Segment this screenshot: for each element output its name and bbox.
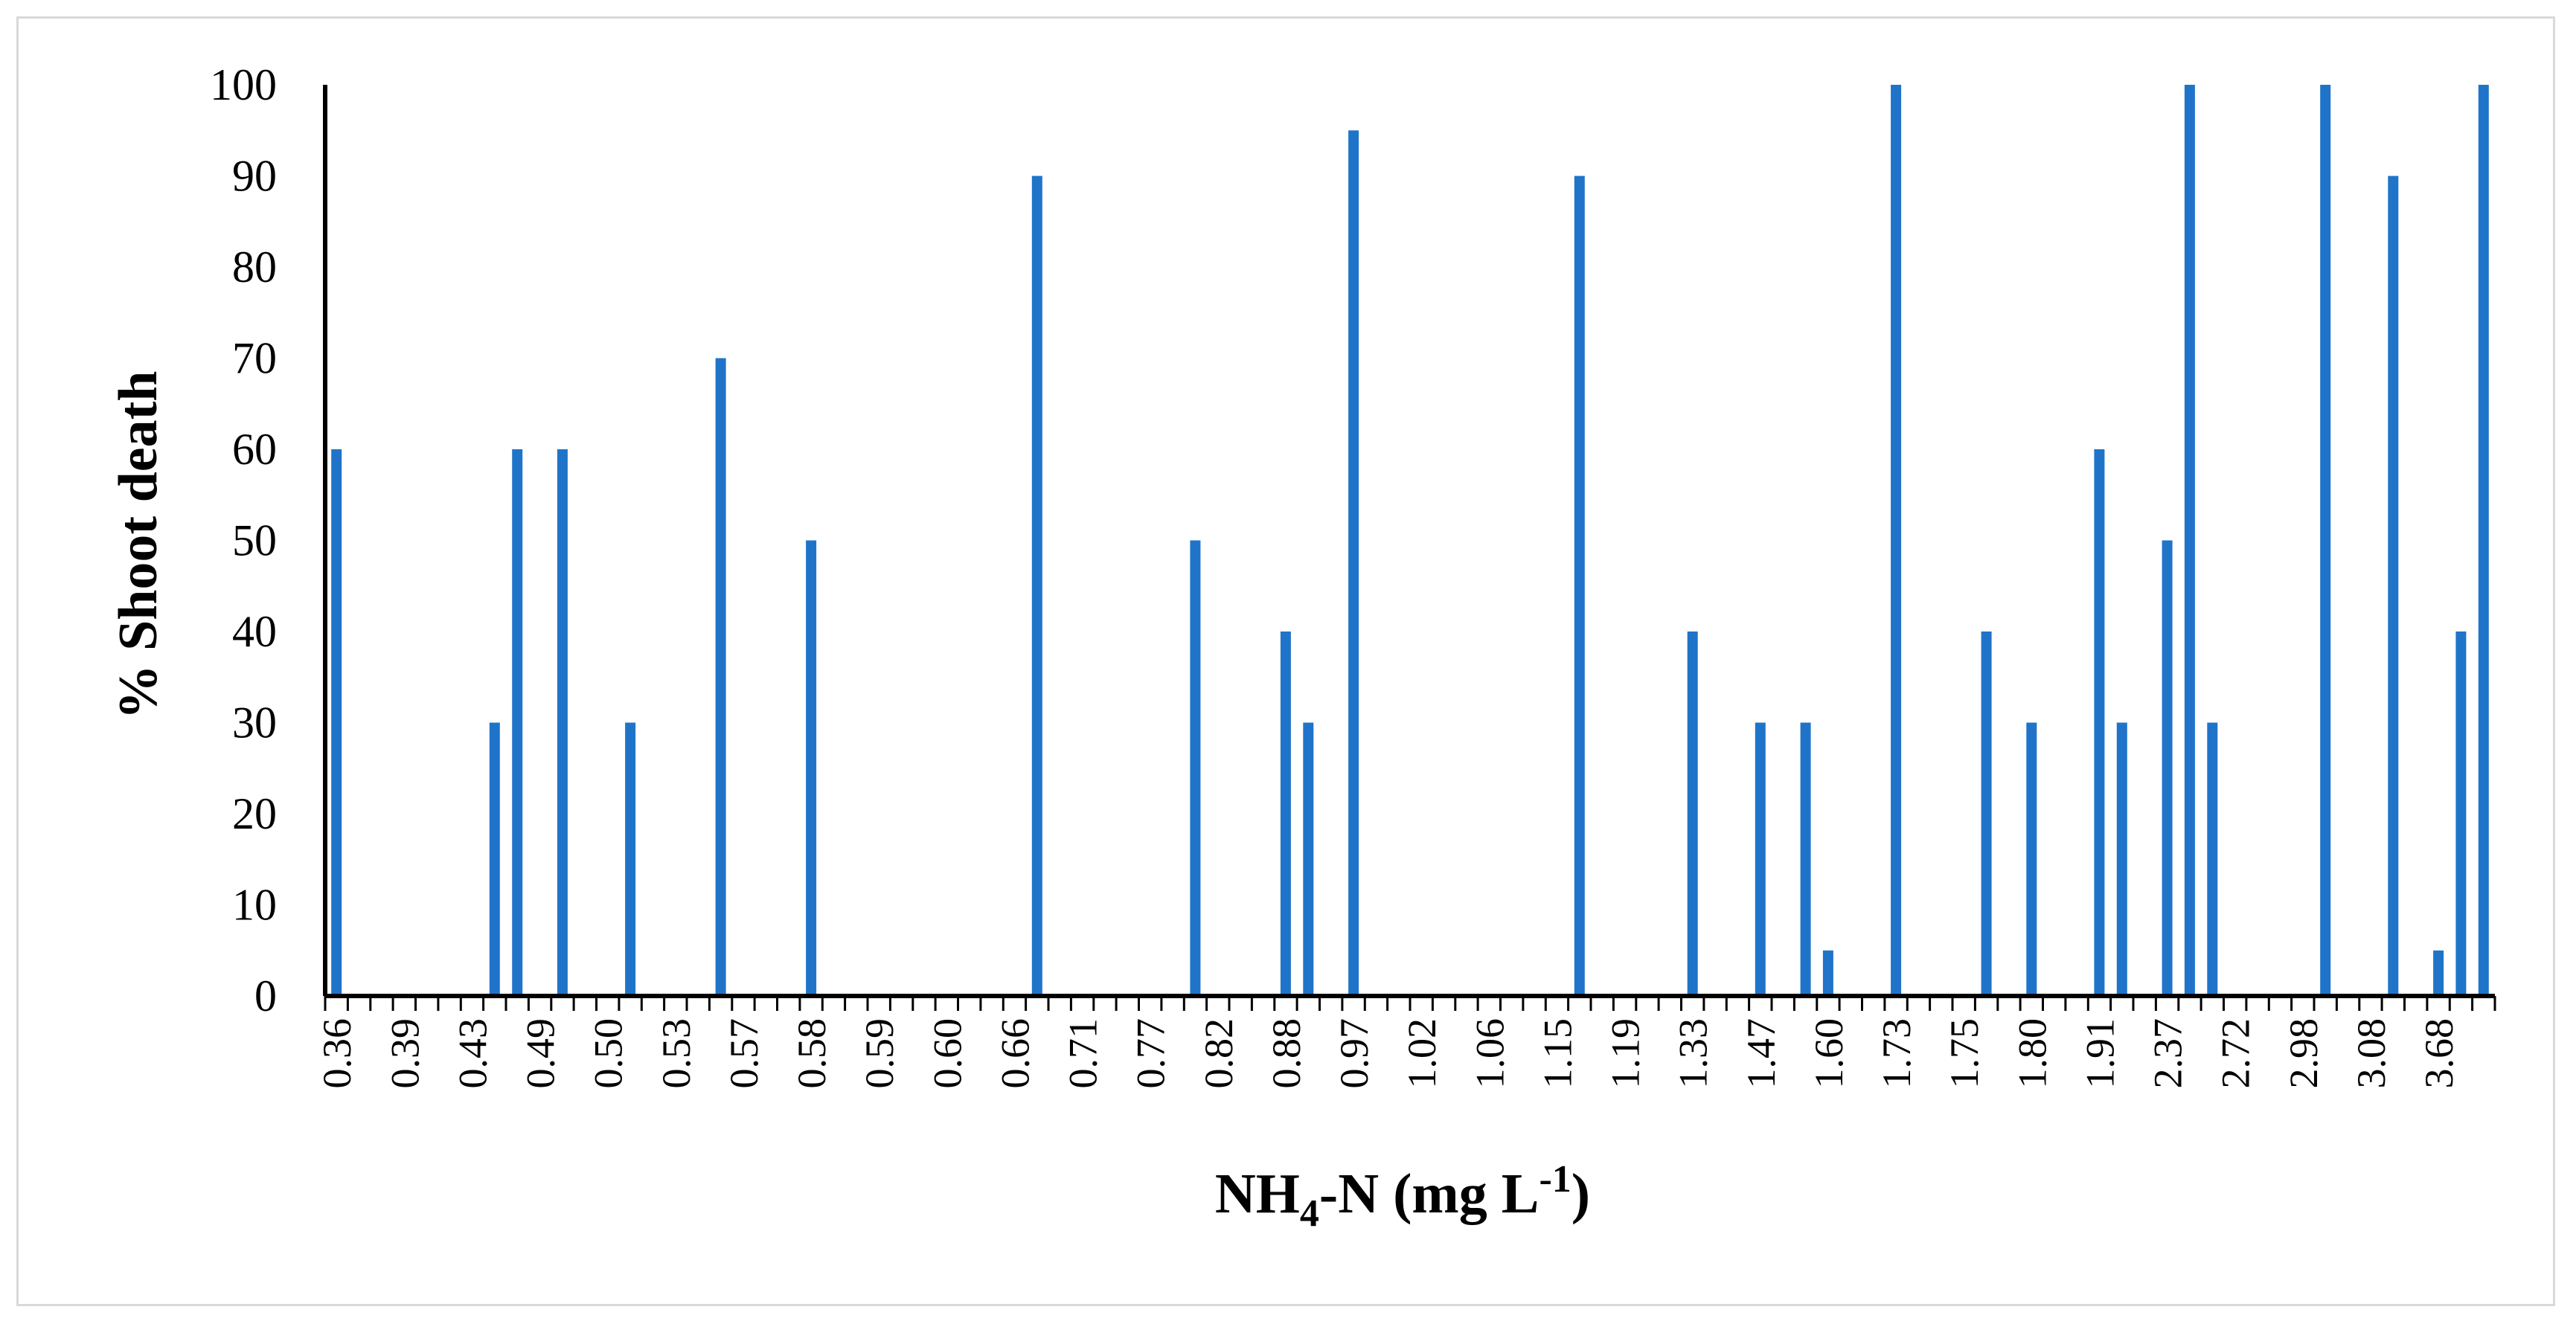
bar — [1755, 722, 1766, 996]
bar — [2320, 85, 2331, 996]
x-tick-label: 2.37 — [2146, 1018, 2191, 1089]
y-tick-label: 90 — [232, 152, 277, 201]
bar — [625, 722, 636, 996]
x-tick-label: 0.50 — [586, 1018, 631, 1089]
y-tick-label: 40 — [232, 607, 277, 656]
x-tick-label: 0.49 — [519, 1018, 563, 1089]
x-tick-label: 1.80 — [2010, 1018, 2054, 1089]
bar — [2094, 449, 2105, 996]
bar — [2455, 632, 2467, 996]
x-tick-label: 0.57 — [722, 1018, 766, 1089]
x-tick-label: 1.73 — [1874, 1018, 1919, 1089]
x-axis-title-base: NH — [1215, 1163, 1300, 1225]
x-tick-label: 1.91 — [2077, 1018, 2122, 1089]
bar — [2478, 85, 2489, 996]
x-axis-title-mid: -N (mg L — [1319, 1163, 1539, 1225]
x-tick-label: 3.08 — [2349, 1018, 2394, 1089]
bar — [1574, 176, 1585, 996]
x-tick-label: 0.77 — [1129, 1018, 1173, 1089]
bar — [557, 449, 568, 996]
x-tick-label: 3.68 — [2417, 1018, 2461, 1089]
y-tick-label: 0 — [254, 971, 277, 1021]
y-tick-label: 20 — [232, 789, 277, 838]
bar — [1822, 950, 1833, 997]
x-axis-title: NH4-N (mg L-1) — [1215, 1158, 1590, 1235]
axes-group — [323, 85, 2496, 1011]
x-tick-label: 1.47 — [1739, 1018, 1784, 1089]
bar — [1687, 632, 1698, 996]
x-axis-title-sub: 4 — [1300, 1192, 1319, 1235]
y-axis-title: % Shoot death — [108, 371, 169, 720]
x-axis-title-end: ) — [1571, 1163, 1590, 1225]
x-tick-label: 1.02 — [1400, 1018, 1444, 1089]
bar — [512, 449, 523, 996]
bar — [715, 358, 726, 996]
x-tick-label: 2.98 — [2281, 1018, 2326, 1089]
x-tick-label: 0.71 — [1061, 1018, 1106, 1089]
bar — [1891, 85, 1902, 996]
bar — [2388, 176, 2399, 996]
x-tick-labels: 0.36 0.39 0.43 0.49 0.50 0.53 0.57 0.58 0.59 0.60… — [315, 1018, 2461, 1089]
x-tick-label: 1.75 — [1942, 1018, 1987, 1089]
bar — [806, 540, 817, 996]
bar — [489, 722, 500, 996]
x-tick-label: 2.72 — [2214, 1018, 2258, 1089]
bars-group — [331, 85, 2489, 997]
bar — [2184, 85, 2195, 996]
x-tick-label: 0.36 — [315, 1018, 359, 1089]
x-tick-label: 1.19 — [1603, 1018, 1648, 1089]
bar — [1303, 722, 1314, 996]
y-tick-label: 60 — [232, 425, 277, 474]
x-tick-label: 0.39 — [382, 1018, 427, 1089]
x-tick-label: 1.33 — [1671, 1018, 1716, 1089]
y-tick-label: 70 — [232, 334, 277, 383]
bar — [2162, 540, 2173, 996]
x-tick-label: 1.06 — [1467, 1018, 1512, 1089]
bar — [2116, 722, 2127, 996]
bar — [1031, 176, 1042, 996]
x-tick-label: 0.97 — [1332, 1018, 1377, 1089]
x-tick-label: 0.58 — [789, 1018, 834, 1089]
x-tick-label: 0.88 — [1264, 1018, 1309, 1089]
bar — [331, 449, 342, 996]
y-tick-label: 10 — [232, 881, 277, 930]
x-tick-label: 0.59 — [857, 1018, 902, 1089]
bar — [1190, 540, 1201, 996]
y-tick-label: 80 — [232, 242, 277, 292]
bar — [1800, 722, 1811, 996]
y-tick-label: 100 — [210, 60, 277, 109]
bar — [2433, 950, 2444, 997]
x-tick-label: 0.53 — [654, 1018, 699, 1089]
y-tick-labels: 0 10 20 30 40 50 60 70 80 90 100 — [210, 60, 277, 1021]
x-tick-label: 0.43 — [450, 1018, 495, 1089]
x-tick-label: 1.15 — [1535, 1018, 1580, 1089]
bar — [1348, 130, 1359, 997]
x-tick-label: 0.60 — [925, 1018, 970, 1089]
bar — [1280, 632, 1291, 996]
x-tick-label: 1.60 — [1807, 1018, 1851, 1089]
x-axis-title-sup: -1 — [1539, 1158, 1571, 1201]
y-tick-label: 30 — [232, 698, 277, 748]
x-tick-label: 0.82 — [1196, 1018, 1241, 1089]
bar — [2026, 722, 2037, 996]
bar — [1981, 632, 1992, 996]
bar — [2207, 722, 2218, 996]
x-tick-label: 0.66 — [993, 1018, 1037, 1089]
y-tick-label: 50 — [232, 516, 277, 565]
